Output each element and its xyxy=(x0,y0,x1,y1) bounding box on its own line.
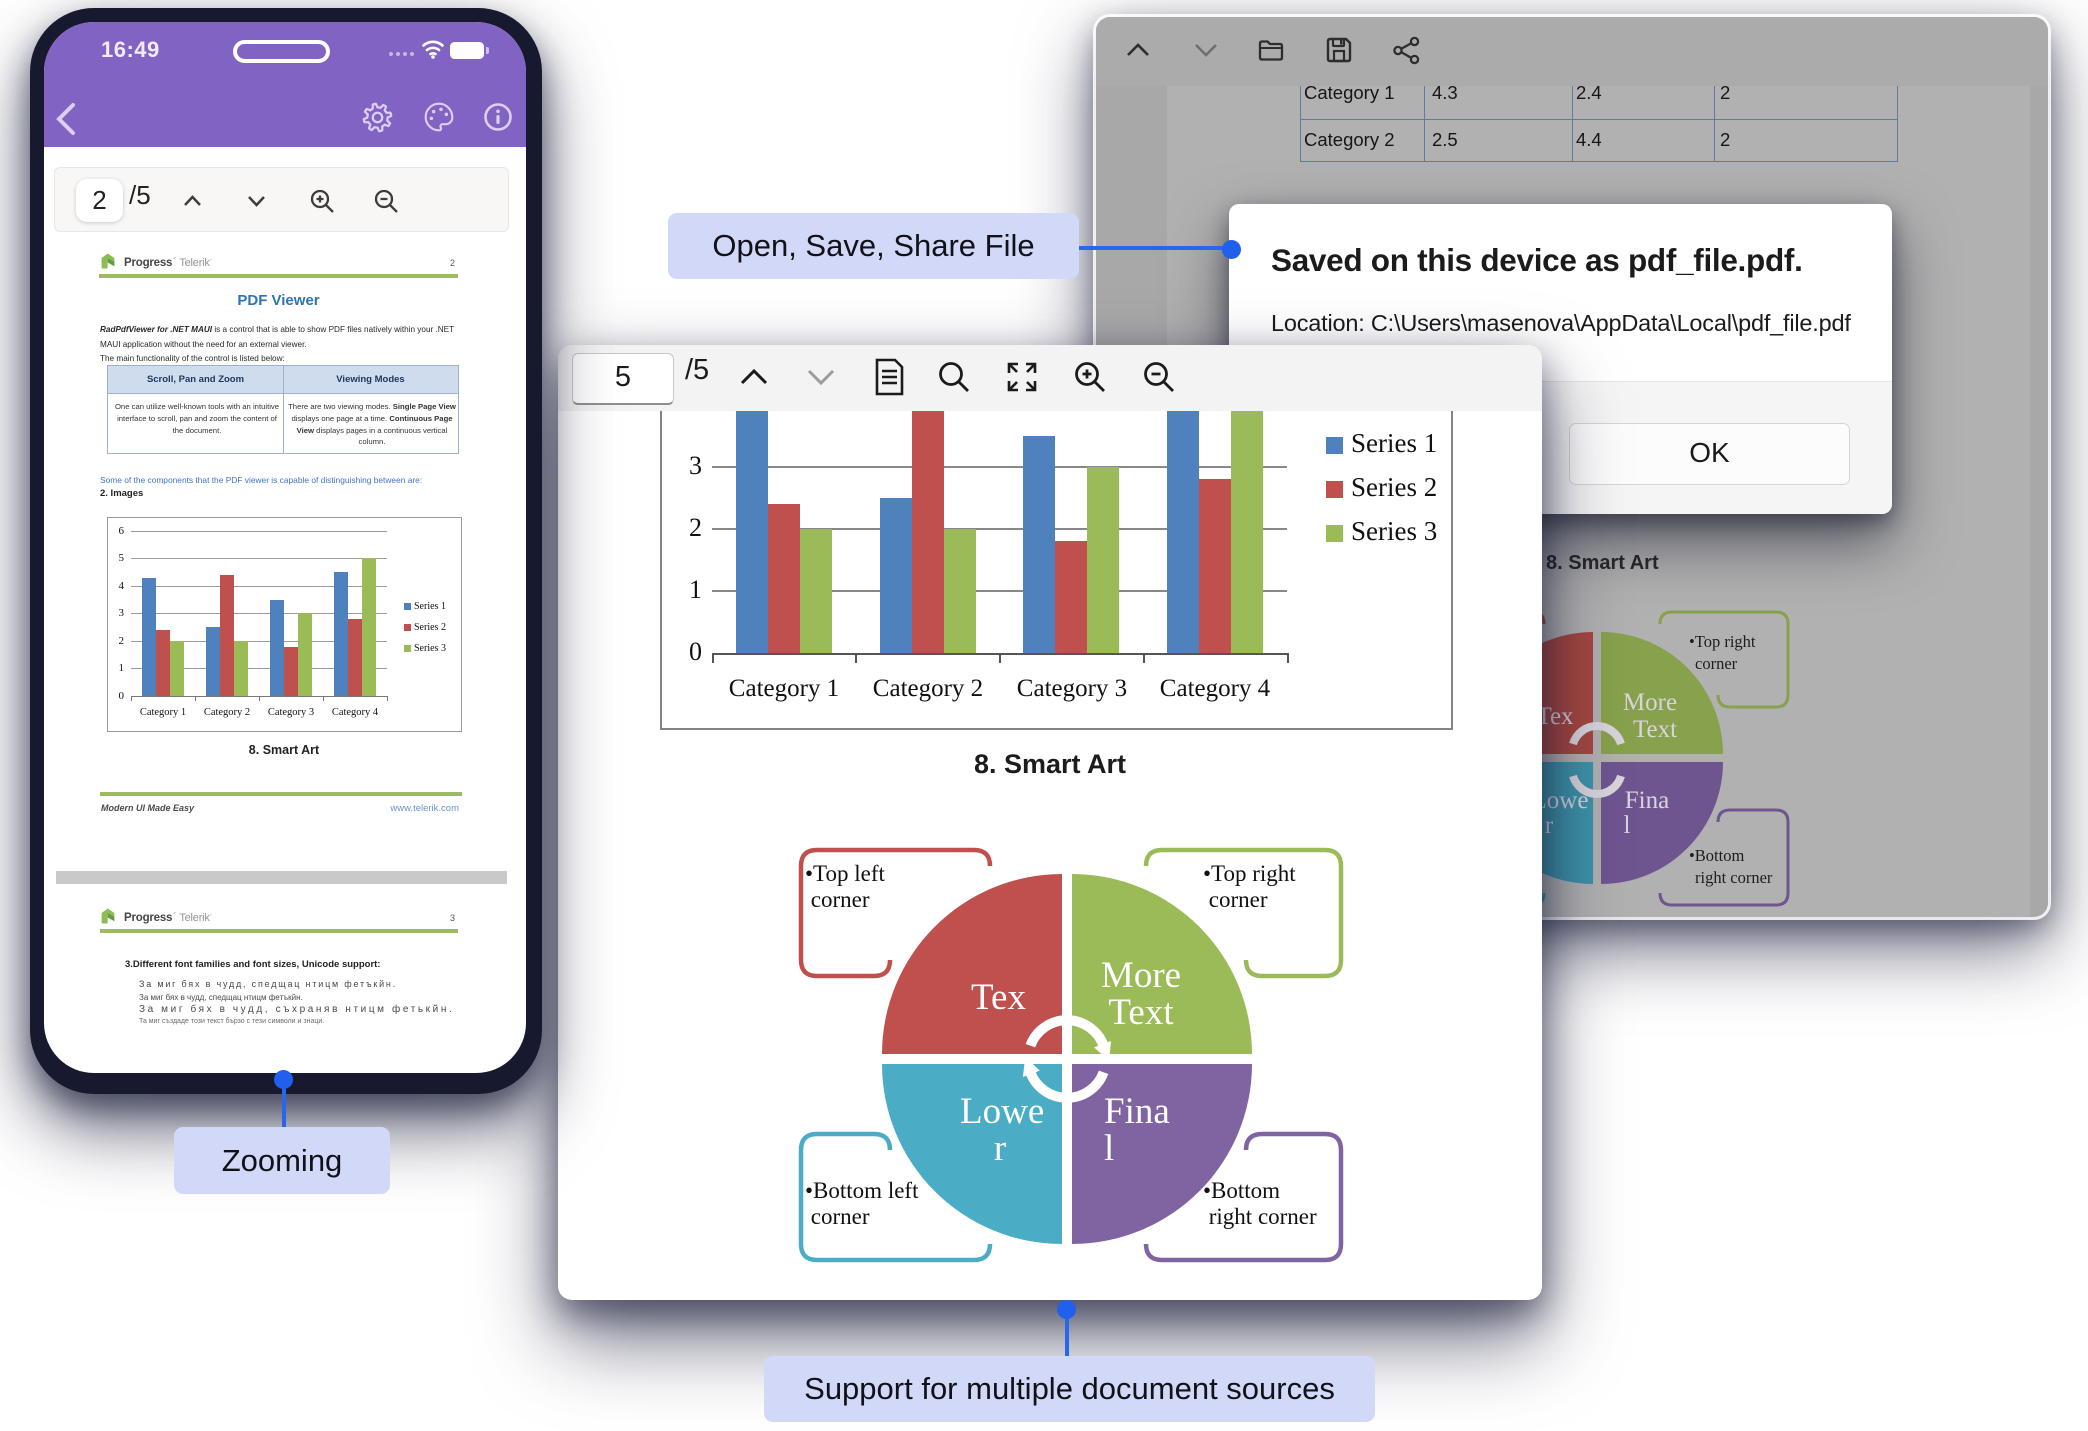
svg-text:Fina: Fina xyxy=(1625,787,1669,814)
svg-text:Tex: Tex xyxy=(1536,703,1574,730)
svg-text:More: More xyxy=(1623,689,1677,716)
svg-text:•Top right: •Top right xyxy=(1689,632,1756,651)
svg-text:corner: corner xyxy=(1695,654,1738,673)
svg-text:right corner: right corner xyxy=(1695,868,1773,887)
svg-text:r: r xyxy=(1545,812,1554,839)
svg-text:Text: Text xyxy=(1633,716,1677,743)
svg-text:l: l xyxy=(1624,812,1631,839)
svg-text:•Bottom: •Bottom xyxy=(1689,846,1744,865)
